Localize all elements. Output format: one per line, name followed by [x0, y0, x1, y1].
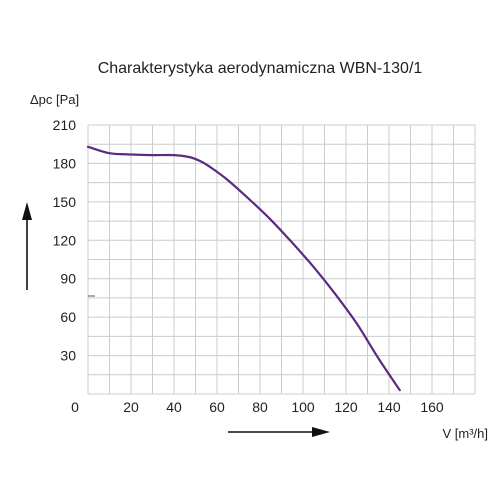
y-tick-label: 90	[60, 271, 76, 287]
y-tick-label: 150	[53, 194, 77, 210]
y-direction-arrow-icon	[22, 202, 32, 290]
y-tick-label: 60	[60, 309, 76, 325]
grid	[87, 124, 476, 395]
x-tick-label: 100	[291, 399, 315, 415]
x-tick-label: 120	[334, 399, 358, 415]
x-tick-label: 40	[166, 399, 182, 415]
x-tick-label: 80	[252, 399, 268, 415]
series-layer	[86, 145, 401, 392]
x-tick-label: 160	[420, 399, 444, 415]
x-tick-labels: 0 20 40 60 80 100 120 140 160	[71, 399, 444, 415]
chart-title: Charakterystyka aerodynamiczna WBN-130/1	[98, 60, 423, 77]
x-tick-label: 60	[209, 399, 225, 415]
y-tick-label: 120	[53, 232, 77, 248]
y-axis-label: Δpc [Pa]	[30, 92, 79, 107]
y-tick-label: 210	[53, 117, 77, 133]
x-tick-label: 140	[377, 399, 401, 415]
x-tick-label: 20	[123, 399, 139, 415]
y-tick-label: 30	[60, 348, 76, 364]
x-tick-label: 0	[71, 399, 79, 415]
x-axis-label: V [m³/h]	[442, 426, 488, 441]
y-tick-label: 180	[53, 155, 77, 171]
x-direction-arrow-icon	[228, 427, 330, 437]
series-line	[86, 145, 401, 392]
y-tick-labels: 210 180 150 120 90 60 30	[53, 117, 77, 364]
